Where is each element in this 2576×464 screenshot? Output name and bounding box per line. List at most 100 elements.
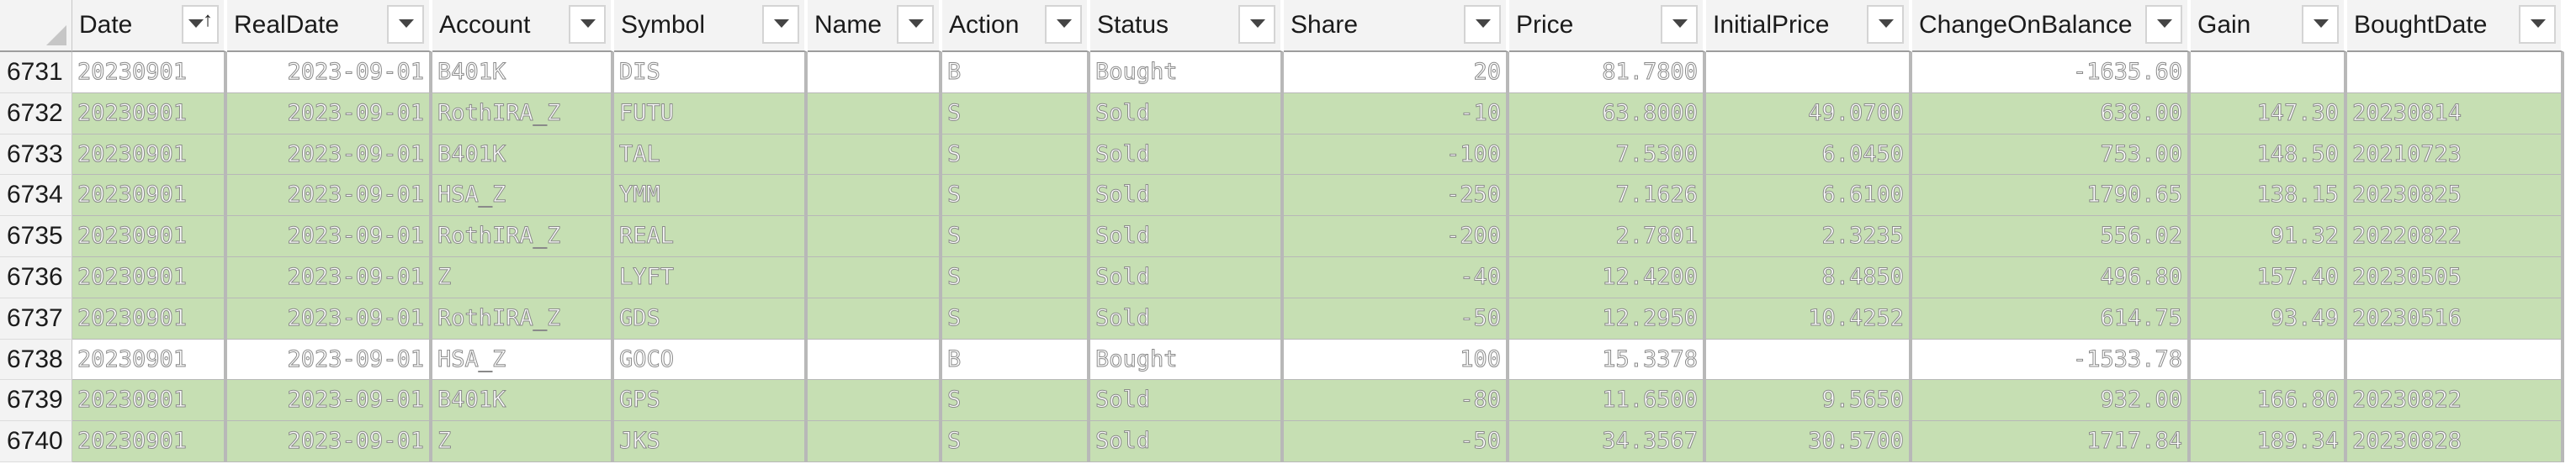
cell-status[interactable]: Sold [1090, 256, 1284, 298]
cell-name[interactable] [808, 216, 942, 257]
row-number[interactable]: 6731 [0, 52, 72, 93]
cell-name[interactable] [808, 52, 942, 93]
cell-symbol[interactable]: TAL [614, 134, 808, 176]
cell-boughtdate[interactable]: 20230828 [2347, 421, 2564, 462]
cell-gain[interactable]: 91.32 [2191, 216, 2347, 257]
cell-account[interactable]: B401K [432, 52, 614, 93]
cell-account[interactable]: B401K [432, 380, 614, 422]
cell-action[interactable]: S [942, 298, 1090, 340]
cell-boughtdate[interactable]: 20230516 [2347, 298, 2564, 340]
cell-date[interactable]: 20230901 [72, 421, 227, 462]
cell-realdate[interactable]: 2023-09-01 [227, 421, 432, 462]
column-header-status[interactable]: Status [1090, 0, 1284, 52]
column-header-name[interactable]: Name [808, 0, 942, 52]
cell-share[interactable]: -50 [1284, 421, 1509, 462]
cell-boughtdate[interactable]: 20230505 [2347, 256, 2564, 298]
cell-symbol[interactable]: GPS [614, 380, 808, 422]
cell-symbol[interactable]: GDS [614, 298, 808, 340]
cell-status[interactable]: Sold [1090, 298, 1284, 340]
cell-boughtdate[interactable]: 20230814 [2347, 92, 2564, 134]
cell-action[interactable]: B [942, 52, 1090, 93]
filter-dropdown-button[interactable] [387, 5, 424, 44]
cell-name[interactable] [808, 92, 942, 134]
cell-name[interactable] [808, 298, 942, 340]
cell-boughtdate[interactable]: 20230825 [2347, 175, 2564, 217]
cell-price[interactable]: 12.4200 [1509, 256, 1706, 298]
column-header-changeonbalance[interactable]: ChangeOnBalance [1912, 0, 2191, 52]
cell-gain[interactable]: 93.49 [2191, 298, 2347, 340]
cell-gain[interactable]: 148.50 [2191, 134, 2347, 176]
cell-realdate[interactable]: 2023-09-01 [227, 52, 432, 93]
cell-price[interactable]: 81.7800 [1509, 52, 1706, 93]
cell-share[interactable]: -10 [1284, 92, 1509, 134]
cell-share[interactable]: -200 [1284, 216, 1509, 257]
cell-gain[interactable]: 157.40 [2191, 256, 2347, 298]
filter-sort-asc-button[interactable]: ↑ [182, 5, 219, 44]
cell-realdate[interactable]: 2023-09-01 [227, 256, 432, 298]
cell-account[interactable]: RothIRA_Z [432, 298, 614, 340]
cell-price[interactable]: 15.3378 [1509, 339, 1706, 381]
row-number[interactable]: 6735 [0, 216, 72, 257]
cell-name[interactable] [808, 175, 942, 217]
cell-action[interactable]: S [942, 256, 1090, 298]
cell-date[interactable]: 20230901 [72, 92, 227, 134]
cell-status[interactable]: Sold [1090, 216, 1284, 257]
cell-changeonbalance[interactable]: -1533.78 [1912, 339, 2191, 381]
column-header-date[interactable]: Date ↑ [72, 0, 227, 52]
cell-realdate[interactable]: 2023-09-01 [227, 134, 432, 176]
cell-symbol[interactable]: DIS [614, 52, 808, 93]
cell-account[interactable]: Z [432, 421, 614, 462]
cell-status[interactable]: Sold [1090, 134, 1284, 176]
cell-date[interactable]: 20230901 [72, 380, 227, 422]
cell-date[interactable]: 20230901 [72, 216, 227, 257]
cell-gain[interactable] [2191, 339, 2347, 381]
row-number[interactable]: 6734 [0, 175, 72, 217]
cell-realdate[interactable]: 2023-09-01 [227, 92, 432, 134]
cell-status[interactable]: Sold [1090, 92, 1284, 134]
cell-gain[interactable]: 147.30 [2191, 92, 2347, 134]
cell-initialprice[interactable] [1706, 52, 1912, 93]
select-all-corner[interactable] [0, 0, 72, 52]
column-header-gain[interactable]: Gain [2191, 0, 2347, 52]
column-header-action[interactable]: Action [942, 0, 1090, 52]
cell-initialprice[interactable]: 6.0450 [1706, 134, 1912, 176]
cell-price[interactable]: 2.7801 [1509, 216, 1706, 257]
cell-changeonbalance[interactable]: 556.02 [1912, 216, 2191, 257]
filter-dropdown-button[interactable] [1045, 5, 1082, 44]
cell-account[interactable]: Z [432, 256, 614, 298]
cell-gain[interactable]: 138.15 [2191, 175, 2347, 217]
cell-account[interactable]: HSA_Z [432, 175, 614, 217]
cell-share[interactable]: 100 [1284, 339, 1509, 381]
cell-account[interactable]: HSA_Z [432, 339, 614, 381]
cell-status[interactable]: Sold [1090, 380, 1284, 422]
cell-price[interactable]: 11.6500 [1509, 380, 1706, 422]
filter-dropdown-button[interactable] [569, 5, 606, 44]
cell-name[interactable] [808, 256, 942, 298]
cell-action[interactable]: S [942, 92, 1090, 134]
cell-share[interactable]: -250 [1284, 175, 1509, 217]
cell-gain[interactable]: 189.34 [2191, 421, 2347, 462]
cell-action[interactable]: S [942, 380, 1090, 422]
cell-changeonbalance[interactable]: -1635.60 [1912, 52, 2191, 93]
cell-action[interactable]: B [942, 339, 1090, 381]
cell-action[interactable]: S [942, 175, 1090, 217]
cell-price[interactable]: 63.8000 [1509, 92, 1706, 134]
cell-boughtdate[interactable] [2347, 339, 2564, 381]
cell-changeonbalance[interactable]: 614.75 [1912, 298, 2191, 340]
cell-date[interactable]: 20230901 [72, 52, 227, 93]
cell-symbol[interactable]: GOCO [614, 339, 808, 381]
cell-account[interactable]: B401K [432, 134, 614, 176]
row-number[interactable]: 6733 [0, 134, 72, 176]
cell-name[interactable] [808, 134, 942, 176]
cell-date[interactable]: 20230901 [72, 256, 227, 298]
cell-initialprice[interactable]: 49.0700 [1706, 92, 1912, 134]
column-header-account[interactable]: Account [432, 0, 614, 52]
cell-gain[interactable]: 166.80 [2191, 380, 2347, 422]
cell-action[interactable]: S [942, 216, 1090, 257]
cell-price[interactable]: 34.3567 [1509, 421, 1706, 462]
cell-price[interactable]: 12.2950 [1509, 298, 1706, 340]
cell-changeonbalance[interactable]: 638.00 [1912, 92, 2191, 134]
cell-initialprice[interactable]: 10.4252 [1706, 298, 1912, 340]
cell-name[interactable] [808, 421, 942, 462]
filter-dropdown-button[interactable] [2519, 5, 2556, 44]
